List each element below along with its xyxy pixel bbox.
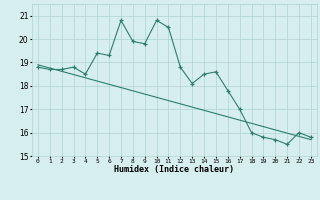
X-axis label: Humidex (Indice chaleur): Humidex (Indice chaleur) — [115, 165, 234, 174]
